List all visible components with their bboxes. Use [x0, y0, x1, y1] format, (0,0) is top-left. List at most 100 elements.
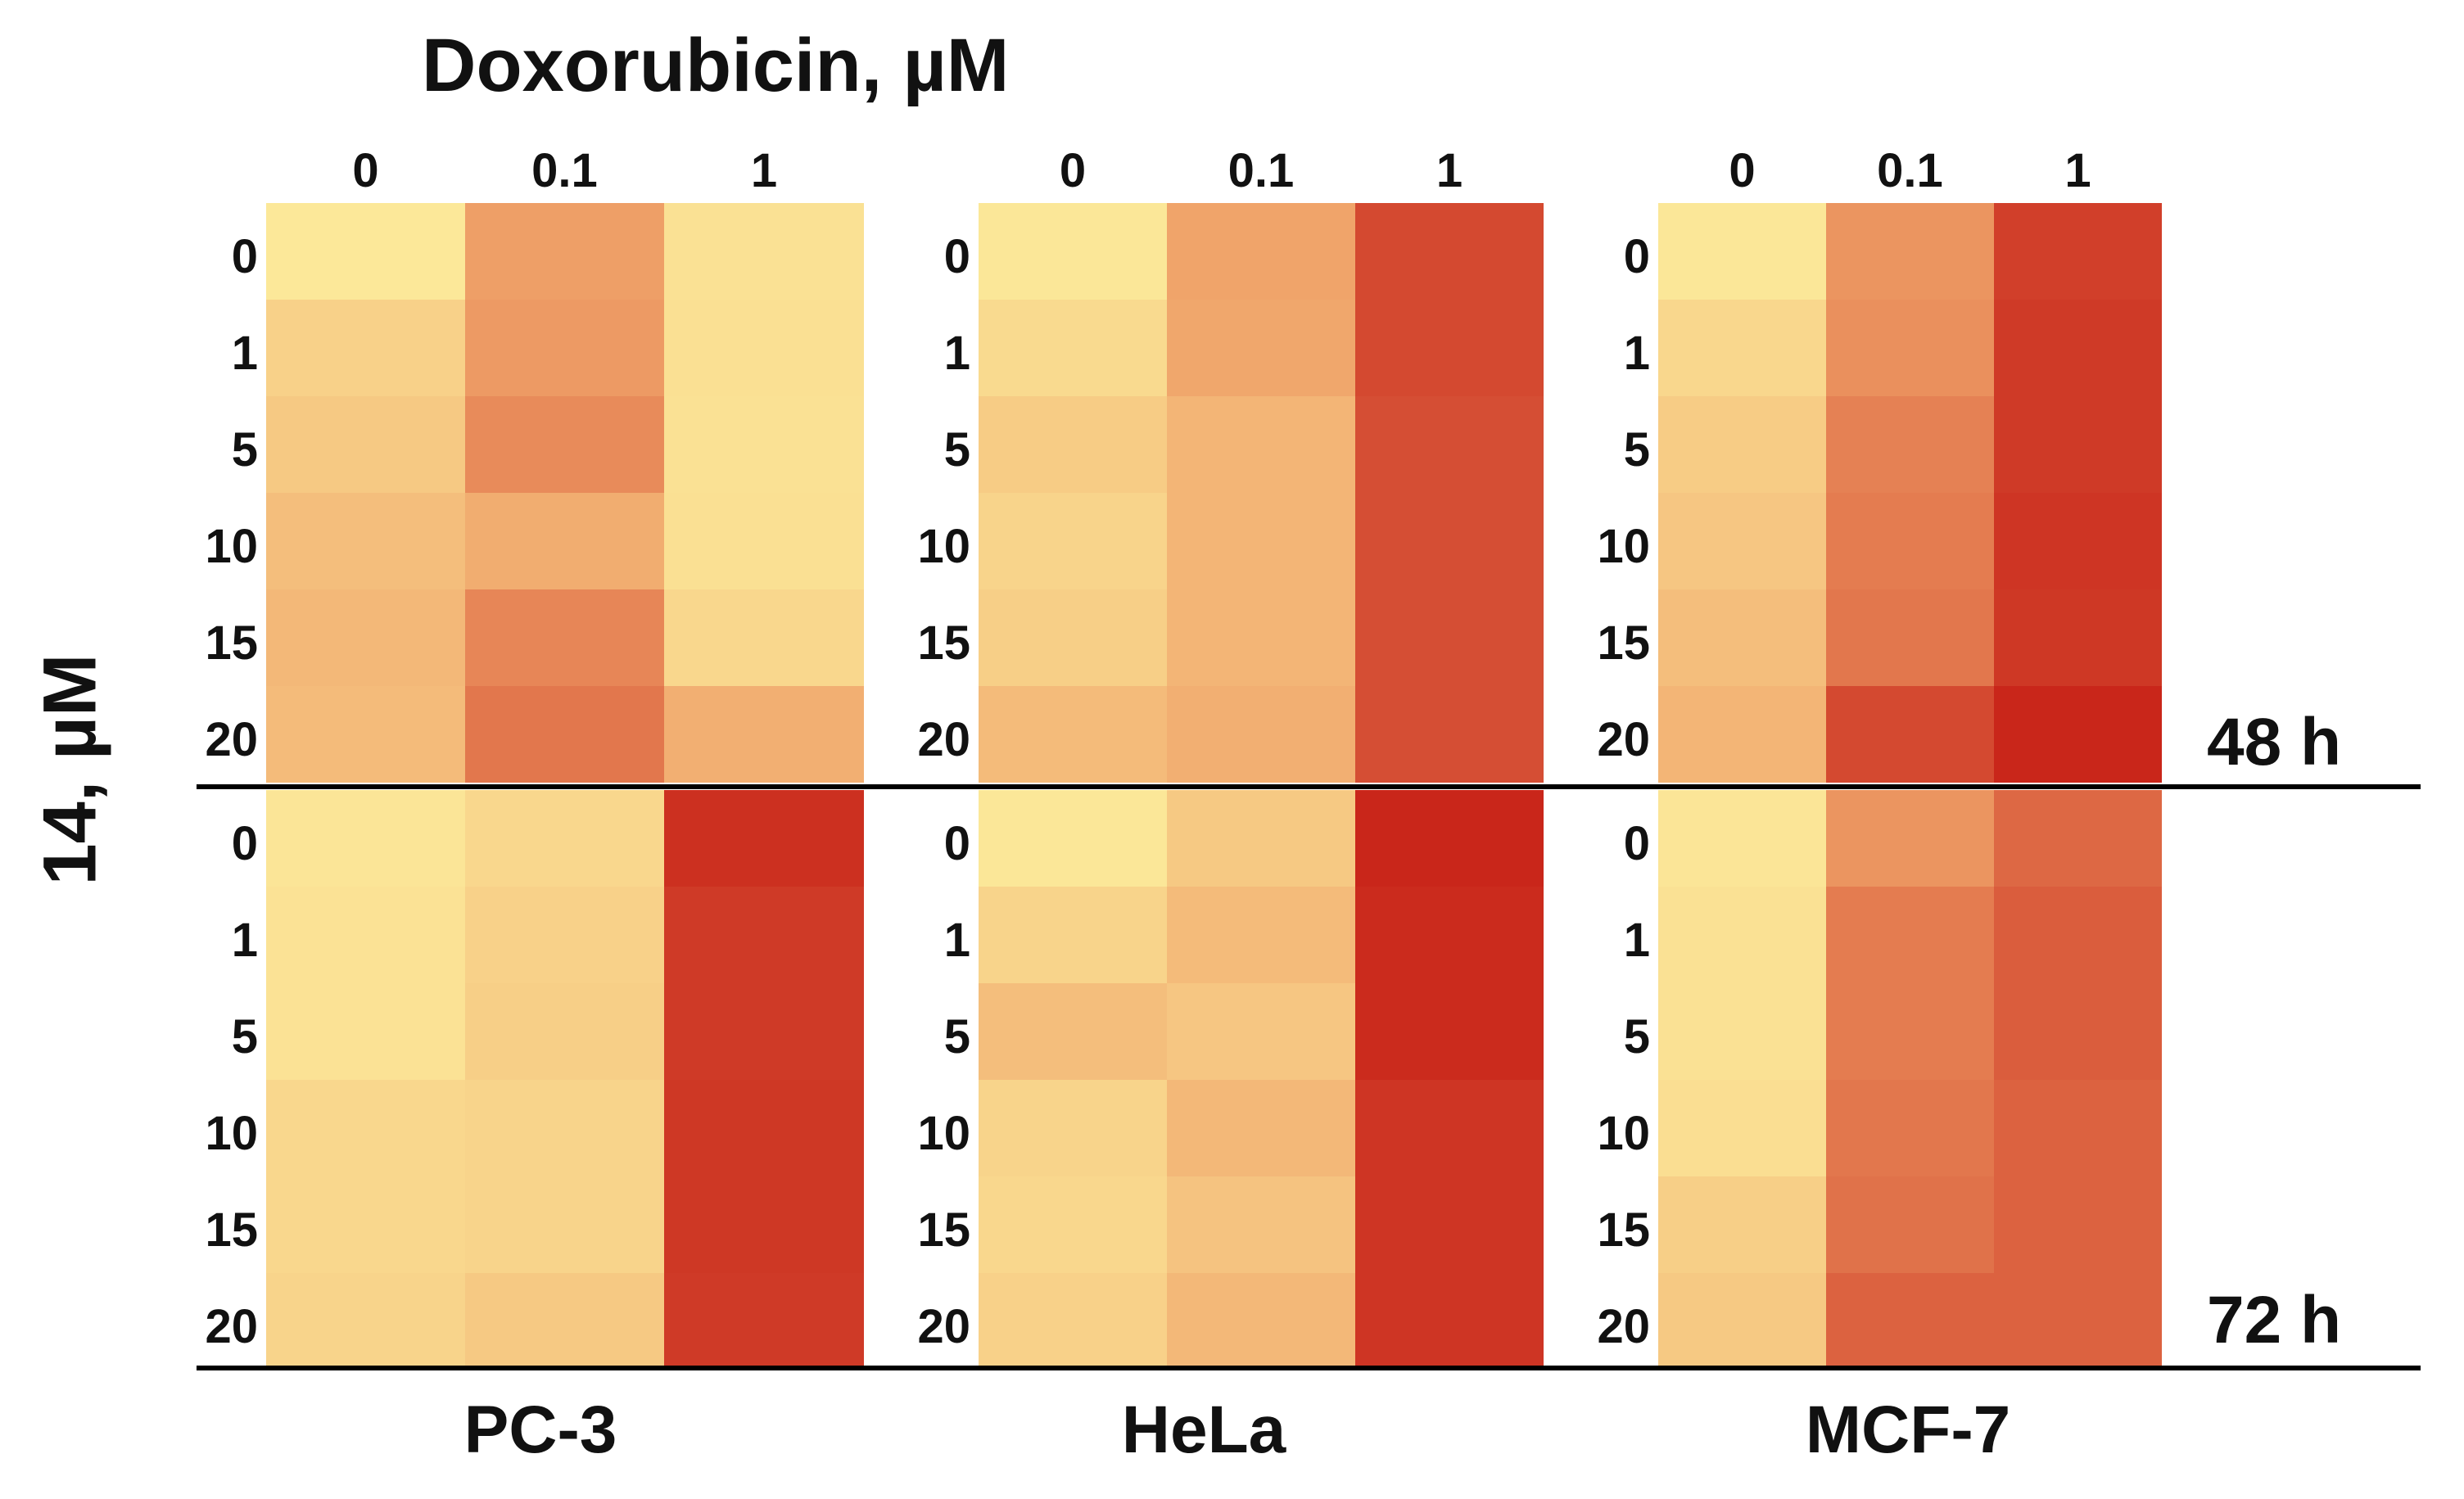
heatmap-cell — [979, 1273, 1167, 1370]
heatmap-cell — [664, 1080, 864, 1176]
heatmap-cell — [979, 686, 1167, 783]
heatmap-cell — [1994, 983, 2162, 1080]
cell-line-label-hela: HeLa — [1121, 1393, 1286, 1467]
row-tick-label: 15 — [917, 1203, 970, 1257]
heatmap-cell — [1826, 203, 1994, 300]
row-tick-label: 10 — [917, 520, 970, 573]
heatmap-cell — [1355, 1080, 1544, 1176]
heatmap-cell — [1658, 1273, 1826, 1370]
heatmap-cell — [1994, 589, 2162, 686]
row-tick-label: 5 — [944, 423, 970, 476]
heatmap-cell — [1167, 790, 1355, 887]
column-tick-label: 0.1 — [1877, 144, 1943, 197]
heatmap-cell — [1658, 790, 1826, 887]
heatmap-cell — [1994, 396, 2162, 493]
heatmap-cell — [1167, 887, 1355, 983]
heatmap-cell — [1826, 1176, 1994, 1273]
row-tick-label: 1 — [1624, 327, 1650, 380]
heatmap-cell — [1658, 493, 1826, 589]
heatmap-cell — [664, 589, 864, 686]
row-tick-label: 1 — [944, 914, 970, 967]
heatmap-cell — [664, 790, 864, 887]
heatmap-cell — [1355, 203, 1544, 300]
heatmap-cell — [1826, 493, 1994, 589]
heatmap-cell — [266, 1080, 465, 1176]
heatmap-cell — [465, 300, 664, 396]
cell-line-label-pc3: PC-3 — [463, 1393, 617, 1467]
column-tick-label: 0 — [1060, 144, 1086, 197]
heatmap-cell — [1658, 1176, 1826, 1273]
heatmap-cell — [266, 686, 465, 783]
heatmap-cell — [1355, 983, 1544, 1080]
column-tick-label: 1 — [2064, 144, 2091, 197]
heatmap-cell — [1994, 686, 2162, 783]
column-tick-label: 0 — [352, 144, 378, 197]
heatmap-cell — [266, 203, 465, 300]
heatmap-cell — [1167, 1080, 1355, 1176]
row-tick-label: 0 — [944, 817, 970, 870]
row-tick-label: 5 — [1624, 423, 1650, 476]
heatmap-cell — [1826, 300, 1994, 396]
row-tick-label: 10 — [1597, 1107, 1650, 1160]
heatmap-cell — [1826, 1273, 1994, 1370]
heatmap-cell — [1994, 790, 2162, 887]
row-tick-label: 20 — [205, 1300, 258, 1353]
heatmap-cell — [1994, 493, 2162, 589]
column-tick-label: 0.1 — [531, 144, 598, 197]
row-tick-label: 0 — [232, 230, 258, 283]
cell-line-label-mcf7: MCF-7 — [1805, 1393, 2011, 1467]
column-tick-label: 1 — [751, 144, 777, 197]
row-tick-label: 1 — [944, 327, 970, 380]
heatmap-cell — [1355, 790, 1544, 887]
heatmap-cell — [1826, 983, 1994, 1080]
heatmap-cell — [465, 790, 664, 887]
row-tick-label: 0 — [1624, 230, 1650, 283]
heatmap-cell — [465, 1273, 664, 1370]
heatmap-cell — [1167, 300, 1355, 396]
row-tick-label: 10 — [917, 1107, 970, 1160]
row-tick-label: 20 — [1597, 713, 1650, 766]
heatmap-cell — [1658, 887, 1826, 983]
heatmap-cell — [1355, 493, 1544, 589]
heatmap-cell — [1994, 1273, 2162, 1370]
heatmap-cell — [664, 300, 864, 396]
heatmap-cell — [1826, 790, 1994, 887]
heatmap-cell — [1167, 983, 1355, 1080]
time-label-72h: 72 h — [2207, 1283, 2342, 1357]
row-tick-label: 1 — [232, 327, 258, 380]
heatmap-cell — [979, 790, 1167, 887]
heatmap-cell — [1994, 1176, 2162, 1273]
heatmap-cell — [1826, 887, 1994, 983]
heatmap-cell — [266, 493, 465, 589]
row-tick-label: 15 — [1597, 616, 1650, 670]
heatmap-cell — [979, 396, 1167, 493]
heatmap-cell — [1355, 589, 1544, 686]
row-tick-label: 10 — [205, 1107, 258, 1160]
heatmap-cell — [465, 396, 664, 493]
heatmap-cell — [979, 493, 1167, 589]
heatmap-cell — [465, 493, 664, 589]
heatmap-cell — [1994, 203, 2162, 300]
heatmap-cell — [266, 1176, 465, 1273]
heatmap-cell — [266, 790, 465, 887]
heatmap-cell — [1355, 887, 1544, 983]
heatmap-cell — [1167, 493, 1355, 589]
heatmap-cell — [1167, 1176, 1355, 1273]
divider-48h — [197, 784, 2421, 789]
heatmap-cell — [1658, 1080, 1826, 1176]
row-tick-label: 20 — [917, 713, 970, 766]
heatmap-cell — [1658, 203, 1826, 300]
heatmap-cell — [465, 1176, 664, 1273]
heatmap-cell — [979, 203, 1167, 300]
row-tick-label: 5 — [232, 1010, 258, 1063]
heatmap-cell — [465, 983, 664, 1080]
heatmap-cell — [266, 1273, 465, 1370]
heatmap-cell — [979, 983, 1167, 1080]
heatmap-cell — [1658, 983, 1826, 1080]
